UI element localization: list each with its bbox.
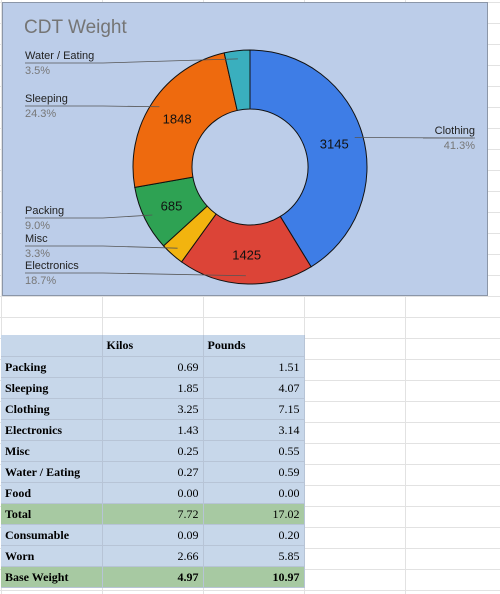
row-label[interactable]: Packing	[1, 356, 103, 378]
kilos-cell[interactable]: 0.69	[102, 356, 204, 378]
legend-label: Sleeping	[25, 93, 68, 105]
kilos-cell[interactable]: 1.85	[102, 377, 204, 399]
legend-label: Water / Eating	[25, 50, 94, 62]
pounds-cell[interactable]: Pounds	[203, 335, 305, 357]
legend-percent: 3.3%	[25, 248, 50, 260]
table-row: Electronics 1.43 3.14	[1, 419, 305, 441]
slice-value-label: 1848	[163, 112, 192, 127]
row-label[interactable]: Base Weight	[1, 565, 103, 588]
legend-label: Electronics	[25, 260, 79, 272]
pounds-cell[interactable]: 0.00	[203, 482, 305, 504]
legend-percent: 3.5%	[25, 65, 50, 77]
row-label[interactable]: Consumable	[1, 524, 103, 546]
leader-line	[102, 214, 153, 219]
slice-clothing[interactable]	[249, 49, 368, 268]
row-label[interactable]: Water / Eating	[1, 461, 103, 483]
table-row: Consumable 0.09 0.20	[1, 524, 305, 546]
pounds-cell[interactable]: 3.14	[203, 419, 305, 441]
leader-line	[102, 272, 246, 277]
table-header: Kilos Pounds	[1, 335, 305, 357]
pounds-cell[interactable]: 10.97	[203, 565, 305, 588]
pounds-cell[interactable]: 0.55	[203, 440, 305, 462]
total-row: Total 7.72 17.02	[1, 502, 305, 525]
pounds-cell[interactable]: 0.20	[203, 524, 305, 546]
kilos-cell[interactable]: 7.72	[102, 502, 204, 525]
pounds-cell[interactable]: 7.15	[203, 398, 305, 420]
pounds-cell[interactable]: 5.85	[203, 545, 305, 567]
row-label[interactable]: Clothing	[1, 398, 103, 420]
pounds-cell[interactable]: 17.02	[203, 502, 305, 525]
kilos-cell[interactable]: 1.43	[102, 419, 204, 441]
base-weight-row: Base Weight 4.97 10.97	[1, 565, 305, 588]
kilos-cell[interactable]: 0.09	[102, 524, 204, 546]
legend-percent: 24.3%	[25, 108, 56, 120]
pounds-cell[interactable]: 4.07	[203, 377, 305, 399]
slice-value-label: 1425	[232, 247, 261, 262]
donut-chart[interactable]: CDT Weight 3145 Clothing 41.3% 1425 Electron…	[2, 2, 488, 296]
row-label[interactable]	[1, 335, 103, 357]
table-row: Clothing 3.25 7.15	[1, 398, 305, 420]
row-label[interactable]: Misc	[1, 440, 103, 462]
row-label[interactable]: Food	[1, 482, 103, 504]
table-row: Sleeping 1.85 4.07	[1, 377, 305, 399]
legend-percent: 18.7%	[25, 275, 56, 287]
row-label[interactable]: Electronics	[1, 419, 103, 441]
slice-water-eating[interactable]	[223, 49, 251, 112]
leader-line	[102, 245, 178, 249]
slice-sleeping[interactable]	[132, 52, 238, 188]
table-row: Packing 0.69 1.51	[1, 356, 305, 378]
kilos-cell[interactable]: 0.00	[102, 482, 204, 504]
table-row: Food 0.00 0.00	[1, 482, 305, 504]
row-label[interactable]: Total	[1, 502, 103, 525]
kilos-cell[interactable]: Kilos	[102, 335, 204, 357]
pounds-cell[interactable]: 0.59	[203, 461, 305, 483]
leader-line	[102, 58, 238, 64]
weight-table: Kilos Pounds Packing 0.69 1.51 Sleeping 1.85 4.…	[1, 335, 305, 588]
row-label[interactable]: Worn	[1, 545, 103, 567]
slice-value-label: 685	[161, 199, 183, 214]
legend-label: Clothing	[435, 125, 475, 137]
legend-label: Misc	[25, 233, 48, 245]
kilos-cell[interactable]: 3.25	[102, 398, 204, 420]
slice-value-label: 3145	[320, 136, 349, 151]
legend-label: Packing	[25, 205, 64, 217]
pounds-cell[interactable]: 1.51	[203, 356, 305, 378]
table-row: Water / Eating 0.27 0.59	[1, 461, 305, 483]
kilos-cell[interactable]: 4.97	[102, 565, 204, 588]
table-row: Worn 2.66 5.85	[1, 545, 305, 567]
kilos-cell[interactable]: 0.25	[102, 440, 204, 462]
kilos-cell[interactable]: 0.27	[102, 461, 204, 483]
slice-electronics[interactable]	[180, 213, 312, 285]
legend-percent: 9.0%	[25, 220, 50, 232]
row-label[interactable]: Sleeping	[1, 377, 103, 399]
chart-title: CDT Weight	[24, 17, 127, 38]
table-row: Misc 0.25 0.55	[1, 440, 305, 462]
kilos-cell[interactable]: 2.66	[102, 545, 204, 567]
chart-canvas: CDT Weight 3145 Clothing 41.3% 1425 Electron…	[24, 17, 475, 287]
legend-percent: 41.3%	[444, 140, 475, 152]
leader-line	[102, 105, 160, 108]
